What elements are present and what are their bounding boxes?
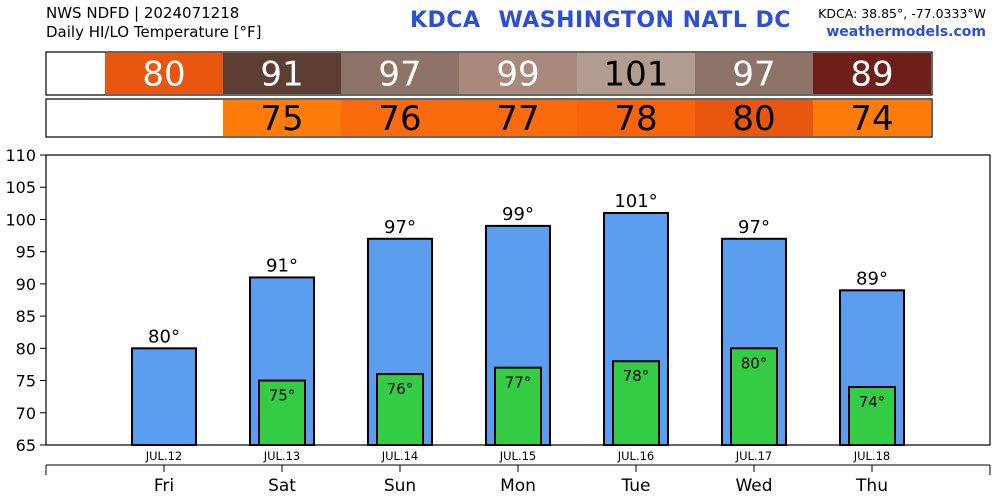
day-label: Thu [855, 476, 888, 496]
high-bar-label: 99° [502, 204, 534, 225]
date-label: JUL.17 [735, 449, 773, 463]
low-bar [612, 360, 660, 447]
high-bar-label: 89° [856, 268, 888, 289]
low-bar-label: 75° [269, 387, 296, 405]
lo-cell [459, 100, 577, 136]
date-label: JUL.13 [263, 449, 301, 463]
lo-cell-value: 78 [614, 99, 657, 139]
high-bar-label: 91° [266, 255, 298, 276]
site-link[interactable]: weathermodels.com [826, 24, 986, 40]
high-bar-label: 80° [148, 326, 180, 347]
low-bar-label: 80° [741, 354, 768, 372]
y-tick-label: 85 [16, 307, 36, 326]
day-label: Mon [500, 476, 536, 496]
low-bar [494, 366, 542, 446]
high-bar-label: 101° [614, 191, 657, 212]
y-tick-label: 105 [5, 178, 36, 197]
y-tick-label: 75 [16, 372, 36, 391]
y-tick-label: 95 [16, 243, 36, 262]
chart-title: Daily HI/LO Temperature [°F] [46, 23, 262, 41]
hi-cell [459, 53, 577, 94]
hi-cell-value: 99 [496, 55, 539, 95]
low-bar [376, 373, 424, 446]
high-bar [131, 347, 197, 447]
hi-cell-value: 97 [732, 55, 775, 95]
hi-cell [341, 53, 459, 94]
hi-cell-value: 80 [142, 55, 185, 95]
high-bar-label: 97° [738, 217, 770, 238]
hi-cell [695, 53, 813, 94]
y-tick-label: 70 [16, 404, 36, 423]
hi-cell [223, 53, 341, 94]
station-coords: KDCA: 38.85°, -77.0333°W [818, 6, 986, 21]
chart-header-right: KDCA: 38.85°, -77.0333°W weathermodels.c… [818, 5, 986, 41]
lo-cell-value: 75 [260, 99, 303, 139]
day-label: Sat [268, 476, 296, 496]
date-label: JUL.14 [381, 449, 419, 463]
day-label: Tue [620, 476, 650, 496]
day-label: Sun [384, 476, 416, 496]
low-bar [730, 347, 778, 447]
hi-cell [105, 53, 223, 94]
date-label: JUL.12 [145, 449, 183, 463]
hi-cell-value: 101 [604, 55, 669, 95]
low-bar-label: 78° [623, 367, 650, 385]
date-label: JUL.18 [853, 449, 891, 463]
lo-cell [341, 100, 459, 136]
station-title: KDCA WASHINGTON NATL DC [410, 8, 809, 33]
low-bar-label: 76° [387, 380, 414, 398]
station-id: KDCA [410, 8, 481, 33]
low-bar-label: 74° [859, 393, 886, 411]
lo-cell-value: 80 [732, 99, 775, 139]
lo-cell [813, 100, 931, 136]
lo-cell [577, 100, 695, 136]
date-label: JUL.16 [617, 449, 655, 463]
hi-cell-value: 91 [260, 55, 303, 95]
day-label: Wed [735, 476, 772, 496]
model-run-label: NWS NDFD | 2024071218 [46, 4, 240, 22]
lo-cell [223, 100, 341, 136]
low-bar [258, 379, 306, 446]
y-tick-label: 90 [16, 275, 36, 294]
hi-cell [813, 53, 931, 94]
hi-cell [577, 53, 695, 94]
y-tick-label: 65 [16, 436, 36, 455]
lo-cell-value: 74 [850, 99, 893, 139]
lo-cell-value: 77 [496, 99, 539, 139]
y-tick-label: 110 [5, 146, 36, 165]
day-label: Fri [154, 476, 174, 496]
lo-cell [695, 100, 813, 136]
hi-cell-value: 89 [850, 55, 893, 95]
station-name: WASHINGTON NATL DC [498, 8, 791, 33]
date-label: JUL.15 [499, 449, 537, 463]
y-tick-label: 80 [16, 339, 36, 358]
high-bar-label: 97° [384, 217, 416, 238]
low-bar-label: 77° [505, 374, 532, 392]
chart-header-left: NWS NDFD | 2024071218 Daily HI/LO Temper… [46, 4, 262, 42]
lo-cell-value: 76 [378, 99, 421, 139]
y-tick-label: 100 [5, 210, 36, 229]
low-bar [848, 386, 896, 446]
hi-cell-value: 97 [378, 55, 421, 95]
